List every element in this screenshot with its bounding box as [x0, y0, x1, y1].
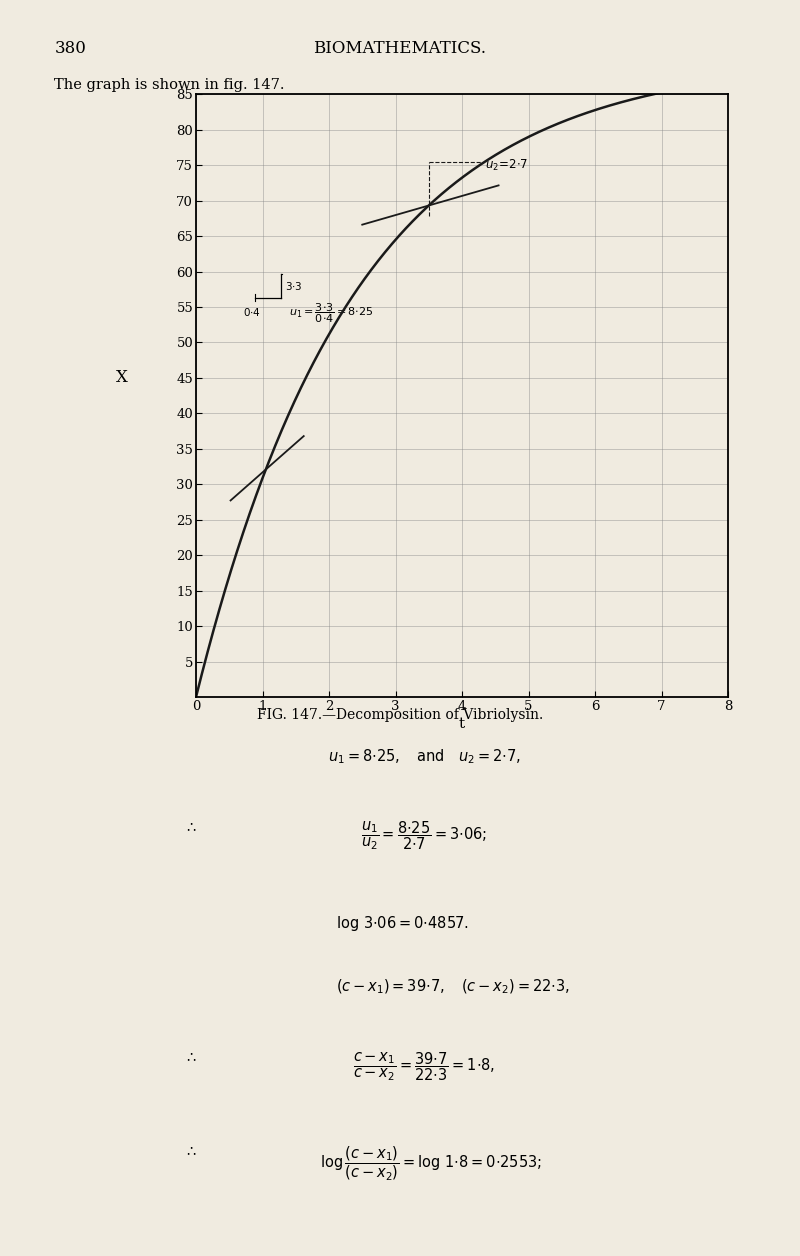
- Text: $\log\,3{\cdot}06 = 0{\cdot}4857.$: $\log\,3{\cdot}06 = 0{\cdot}4857.$: [336, 914, 469, 933]
- Text: $u_1 = \dfrac{3{\cdot}3}{0{\cdot}4} = 8{\cdot}25$: $u_1 = \dfrac{3{\cdot}3}{0{\cdot}4} = 8{…: [289, 301, 374, 325]
- Text: $\log\dfrac{(c-x_1)}{(c-x_2)} = \log\,1{\cdot}8 = 0{\cdot}2553;$: $\log\dfrac{(c-x_1)}{(c-x_2)} = \log\,1{…: [320, 1144, 542, 1182]
- Text: $\therefore$: $\therefore$: [184, 1050, 198, 1065]
- Text: $\therefore$: $\therefore$: [184, 1144, 198, 1158]
- Text: 380: 380: [54, 40, 86, 58]
- X-axis label: t: t: [459, 717, 465, 731]
- Text: $\dfrac{u_1}{u_2} = \dfrac{8{\cdot}25}{2{\cdot}7} = 3{\cdot}06;$: $\dfrac{u_1}{u_2} = \dfrac{8{\cdot}25}{2…: [361, 820, 487, 853]
- Text: $u_1 = 8{\cdot}25,\quad \mathrm{and}\quad u_2 = 2{\cdot}7,$: $u_1 = 8{\cdot}25,\quad \mathrm{and}\qua…: [327, 747, 521, 766]
- Text: BIOMATHEMATICS.: BIOMATHEMATICS.: [314, 40, 486, 58]
- Text: $(c - x_1) = 39{\cdot}7,\quad (c-x_2) = 22{\cdot}3,$: $(c - x_1) = 39{\cdot}7,\quad (c-x_2) = …: [336, 978, 570, 996]
- Text: $0{\cdot}4$: $0{\cdot}4$: [242, 306, 261, 318]
- Text: FIG. 147.—Decomposition of Vibriolysin.: FIG. 147.—Decomposition of Vibriolysin.: [257, 708, 543, 722]
- Text: $\therefore$: $\therefore$: [184, 820, 198, 834]
- Text: The graph is shown in fig. 147.: The graph is shown in fig. 147.: [54, 78, 285, 92]
- Text: X: X: [115, 369, 127, 387]
- Text: $3{\cdot}3$: $3{\cdot}3$: [285, 280, 302, 293]
- Text: $\dfrac{c - x_1}{c - x_2} = \dfrac{39{\cdot}7}{22{\cdot}3} = 1{\cdot}8,$: $\dfrac{c - x_1}{c - x_2} = \dfrac{39{\c…: [353, 1050, 495, 1083]
- Text: $u_2\!=\!2{\cdot}7$: $u_2\!=\!2{\cdot}7$: [486, 157, 529, 172]
